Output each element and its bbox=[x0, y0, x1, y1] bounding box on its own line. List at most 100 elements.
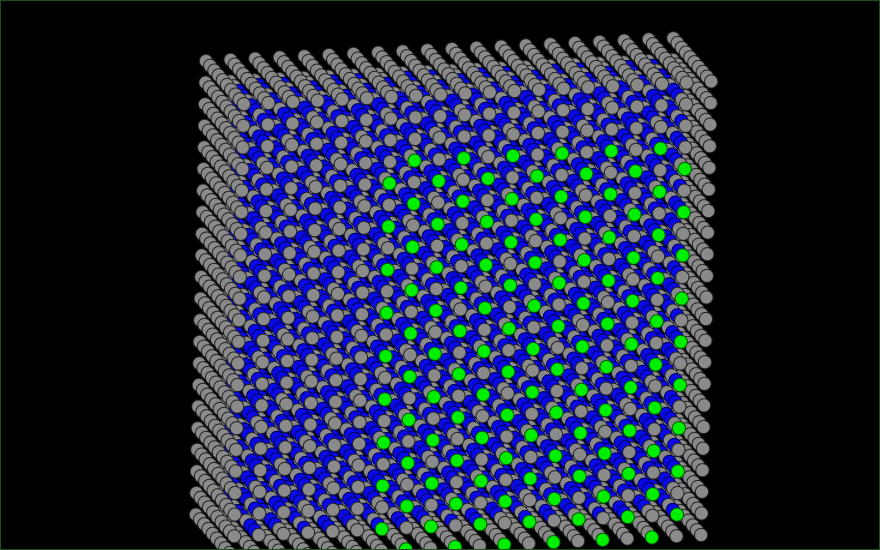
edge-atom bbox=[478, 279, 493, 294]
edge-atom bbox=[255, 376, 270, 391]
edge-atom bbox=[677, 183, 692, 198]
surface-atom bbox=[579, 166, 594, 181]
surface-atom bbox=[600, 316, 615, 331]
surface-atom bbox=[427, 346, 442, 361]
edge-atom bbox=[674, 313, 689, 328]
edge-atom bbox=[669, 529, 684, 544]
surface-atom bbox=[449, 453, 465, 468]
edge-atom bbox=[433, 87, 448, 102]
edge-atom bbox=[301, 482, 316, 497]
edge-atom bbox=[654, 76, 670, 91]
edge-atom bbox=[694, 527, 709, 543]
edge-atom bbox=[498, 472, 513, 487]
edge-atom bbox=[229, 442, 244, 457]
edge-atom bbox=[698, 311, 714, 327]
surface-atom bbox=[478, 257, 493, 273]
edge-atom bbox=[454, 259, 469, 274]
edge-atom bbox=[230, 377, 245, 393]
surface-atom bbox=[399, 499, 414, 514]
edge-atom bbox=[235, 140, 250, 155]
edge-atom bbox=[252, 484, 267, 499]
surface-atom bbox=[675, 248, 690, 263]
edge-atom bbox=[259, 160, 275, 175]
edge-atom bbox=[425, 454, 440, 469]
edge-atom bbox=[232, 269, 247, 285]
surface-atom bbox=[601, 273, 616, 288]
edge-atom bbox=[356, 220, 371, 235]
edge-atom bbox=[424, 497, 439, 513]
edge-atom bbox=[283, 224, 298, 239]
edge-atom bbox=[679, 75, 694, 90]
edge-atom bbox=[574, 361, 590, 376]
edge-atom bbox=[381, 197, 397, 213]
edge-atom bbox=[383, 133, 398, 148]
edge-atom bbox=[306, 287, 321, 303]
edge-atom bbox=[433, 109, 448, 124]
edge-atom bbox=[354, 328, 369, 343]
surface-atom bbox=[407, 153, 422, 168]
edge-atom bbox=[673, 356, 688, 371]
surface-atom bbox=[651, 227, 666, 243]
edge-atom bbox=[697, 376, 712, 391]
surface-atom bbox=[546, 535, 561, 549]
edge-atom bbox=[580, 123, 595, 138]
edge-atom bbox=[353, 350, 369, 365]
edge-atom bbox=[645, 508, 660, 523]
surface-atom bbox=[377, 392, 392, 407]
edge-atom bbox=[358, 134, 373, 149]
edge-atom bbox=[646, 465, 661, 480]
edge-atom bbox=[256, 333, 271, 348]
edge-atom bbox=[233, 248, 248, 263]
surface-atom bbox=[644, 530, 660, 545]
edge-atom bbox=[325, 502, 341, 517]
edge-atom bbox=[427, 368, 442, 383]
edge-atom bbox=[402, 391, 417, 406]
surface-atom bbox=[476, 387, 491, 402]
edge-atom bbox=[652, 206, 667, 221]
edge-atom bbox=[482, 85, 497, 100]
edge-atom bbox=[699, 268, 715, 283]
edge-atom bbox=[257, 247, 273, 262]
surface-atom bbox=[623, 380, 638, 395]
edge-atom bbox=[356, 242, 371, 257]
edge-atom bbox=[628, 142, 644, 157]
edge-atom bbox=[329, 329, 344, 345]
surface-atom bbox=[547, 491, 562, 507]
edge-atom bbox=[331, 243, 346, 258]
edge-atom bbox=[473, 495, 488, 510]
surface-atom bbox=[505, 148, 521, 163]
edge-atom bbox=[500, 386, 515, 401]
surface-atom bbox=[499, 451, 514, 466]
edge-atom bbox=[698, 333, 713, 348]
edge-atom bbox=[623, 401, 638, 417]
surface-atom bbox=[597, 446, 612, 461]
surface-atom bbox=[379, 305, 394, 321]
surface-atom bbox=[674, 291, 689, 306]
edge-atom bbox=[456, 172, 471, 187]
surface-atom bbox=[455, 194, 470, 209]
edge-atom bbox=[600, 295, 616, 310]
edge-atom bbox=[335, 92, 350, 107]
edge-atom bbox=[481, 149, 496, 165]
edge-atom bbox=[276, 526, 291, 541]
edge-atom bbox=[477, 322, 492, 337]
surface-atom bbox=[627, 207, 642, 222]
edge-atom bbox=[231, 334, 246, 349]
edge-atom bbox=[304, 374, 319, 389]
surface-atom bbox=[400, 455, 415, 471]
edge-atom bbox=[531, 104, 546, 119]
surface-atom bbox=[645, 487, 660, 502]
edge-atom bbox=[228, 464, 243, 479]
edge-atom bbox=[326, 481, 341, 496]
edge-atom bbox=[355, 285, 370, 300]
surface-atom bbox=[552, 275, 567, 291]
surface-atom bbox=[573, 425, 588, 441]
surface-atom bbox=[425, 433, 440, 448]
edge-atom bbox=[599, 381, 614, 396]
edge-atom bbox=[328, 373, 343, 388]
surface-atom bbox=[527, 298, 542, 313]
edge-atom bbox=[329, 351, 344, 366]
edge-atom bbox=[302, 460, 317, 475]
edge-atom bbox=[382, 154, 398, 169]
edge-atom bbox=[255, 355, 270, 370]
